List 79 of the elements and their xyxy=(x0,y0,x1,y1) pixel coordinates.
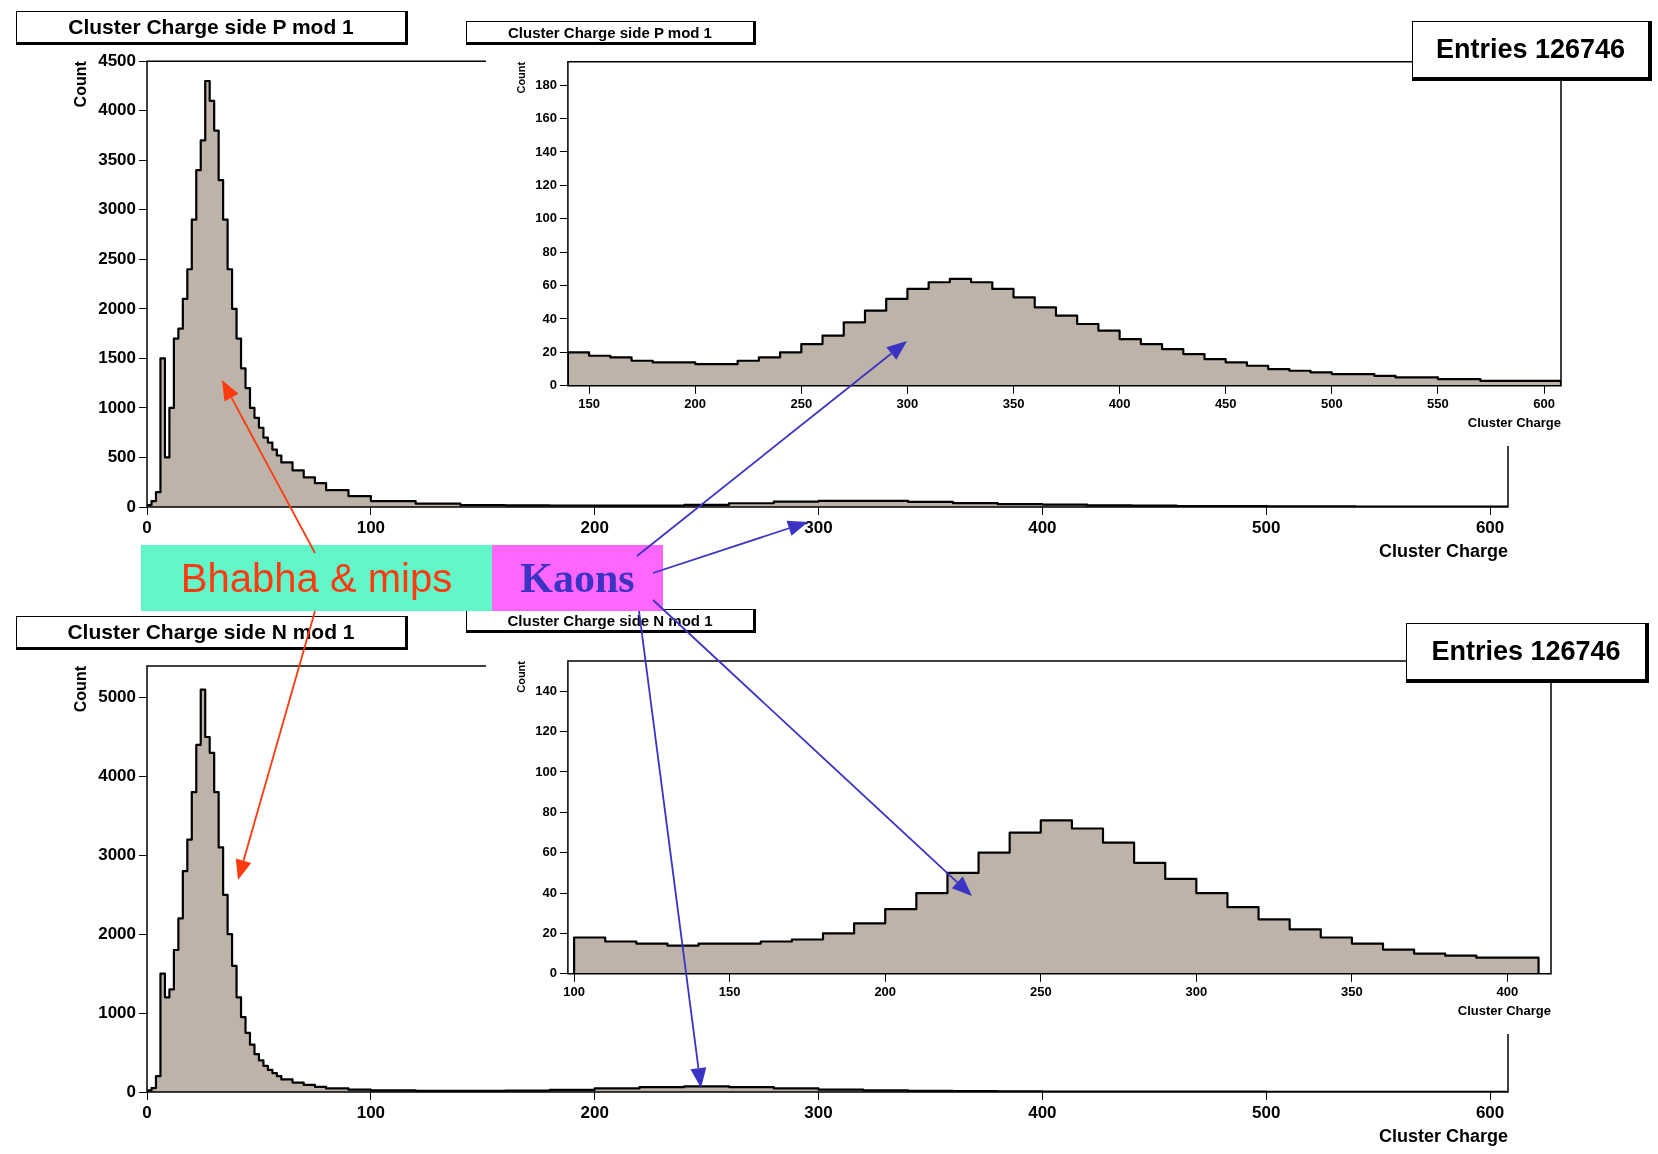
x-tick-label: 350 xyxy=(1341,984,1363,1000)
x-axis-title: Cluster Charge xyxy=(1378,1126,1508,1147)
y-tick-label: 0 xyxy=(549,377,557,393)
x-tick-label: 250 xyxy=(790,396,813,412)
x-tick-label: 400 xyxy=(1496,984,1519,1000)
y-tick-label: 2500 xyxy=(98,249,137,269)
x-tick-label: 500 xyxy=(1252,517,1281,537)
y-axis-title: Count xyxy=(72,665,90,713)
y-tick-label: 40 xyxy=(542,884,557,900)
x-tick-label: 200 xyxy=(684,396,707,412)
x-tick-label: 500 xyxy=(1320,396,1343,412)
x-tick-label: 150 xyxy=(718,984,741,1000)
x-tick-label: 100 xyxy=(563,984,585,1000)
y-tick-label: 80 xyxy=(542,243,557,259)
y-tick-label: 4500 xyxy=(98,50,137,70)
x-tick-label: 200 xyxy=(874,984,897,1000)
y-tick-label: 40 xyxy=(542,310,557,326)
x-tick-label: 0 xyxy=(142,1102,152,1122)
chart-title: Cluster Charge side P mod 1 xyxy=(466,21,756,45)
y-tick-label: 3500 xyxy=(98,149,137,169)
y-tick-label: 5000 xyxy=(98,687,137,707)
y-axis-title: Count xyxy=(514,660,527,693)
y-axis-title: Count xyxy=(514,61,527,94)
y-tick-label: 20 xyxy=(542,925,557,941)
x-tick-label: 550 xyxy=(1427,396,1449,412)
x-tick-label: 200 xyxy=(580,1102,609,1122)
y-tick-label: 4000 xyxy=(98,100,137,120)
x-tick-label: 300 xyxy=(896,396,919,412)
y-tick-label: 140 xyxy=(535,682,557,698)
x-tick-label: 100 xyxy=(356,1102,386,1122)
y-tick-label: 500 xyxy=(107,447,137,467)
y-tick-label: 1500 xyxy=(98,348,137,368)
y-tick-label: 60 xyxy=(542,277,557,293)
annotation: Entries 126746 xyxy=(1412,21,1652,81)
x-axis-title: Cluster Charge xyxy=(1378,541,1508,562)
y-tick-label: 2000 xyxy=(98,923,137,943)
y-tick-label: 3000 xyxy=(98,845,137,865)
y-axis-title: Count xyxy=(72,60,90,108)
y-tick-label: 2000 xyxy=(98,298,137,318)
x-tick-label: 300 xyxy=(804,517,833,537)
y-tick-label: 0 xyxy=(549,965,557,981)
x-tick-label: 450 xyxy=(1214,396,1237,412)
x-tick-label: 350 xyxy=(1002,396,1025,412)
annotation: Entries 126746 xyxy=(1406,623,1649,683)
y-tick-label: 20 xyxy=(542,343,557,359)
y-tick-label: 160 xyxy=(535,110,557,126)
x-tick-label: 600 xyxy=(1475,517,1505,537)
y-tick-label: 100 xyxy=(535,210,557,226)
x-tick-label: 300 xyxy=(1185,984,1208,1000)
text: Bhabha & mips xyxy=(141,545,492,611)
text: Kaons xyxy=(492,545,663,611)
x-tick-label: 500 xyxy=(1252,1102,1281,1122)
chart-title: Cluster Charge side P mod 1 xyxy=(16,11,408,45)
x-axis-title: Cluster Charge xyxy=(1467,414,1561,430)
x-tick-label: 400 xyxy=(1108,396,1131,412)
y-tick-label: 1000 xyxy=(98,397,137,417)
y-tick-label: 80 xyxy=(542,803,557,819)
y-tick-label: 1000 xyxy=(98,1002,137,1022)
y-tick-label: 3000 xyxy=(98,199,137,219)
y-tick-label: 60 xyxy=(542,844,557,860)
x-tick-label: 200 xyxy=(580,517,609,537)
x-tick-label: 250 xyxy=(1029,984,1052,1000)
x-axis-title: Cluster Charge xyxy=(1457,1002,1551,1018)
y-tick-label: 120 xyxy=(535,723,557,739)
x-tick-label: 400 xyxy=(1028,517,1057,537)
x-tick-label: 0 xyxy=(142,517,152,537)
x-tick-label: 600 xyxy=(1475,1102,1505,1122)
y-tick-label: 0 xyxy=(126,496,137,516)
y-tick-label: 180 xyxy=(535,76,557,92)
x-tick-label: 150 xyxy=(578,396,600,412)
y-tick-label: 0 xyxy=(126,1081,137,1101)
y-tick-label: 140 xyxy=(535,143,557,159)
y-tick-label: 100 xyxy=(535,763,557,779)
x-tick-label: 100 xyxy=(356,517,386,537)
x-tick-label: 600 xyxy=(1533,396,1555,412)
y-tick-label: 120 xyxy=(535,176,557,192)
x-tick-label: 300 xyxy=(804,1102,833,1122)
y-tick-label: 4000 xyxy=(98,766,137,786)
x-tick-label: 400 xyxy=(1028,1102,1057,1122)
